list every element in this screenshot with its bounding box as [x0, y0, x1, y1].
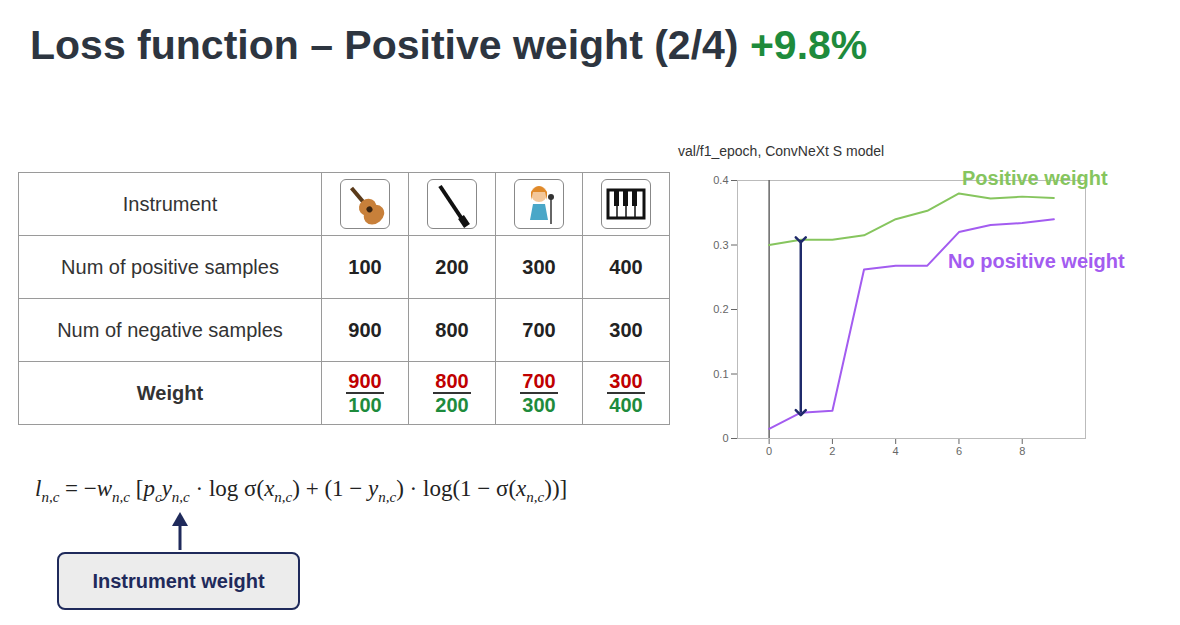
svg-text:8: 8	[1019, 445, 1025, 457]
html-text:No positive weight: No positive weight	[948, 250, 1125, 272]
html-text:Num of positive samples: Num of positive samples	[61, 255, 279, 278]
html-text:Instrument weight: Instrument weight	[92, 569, 265, 592]
html-text:100: 100	[348, 393, 382, 416]
html-text:400: 400	[609, 255, 643, 278]
html-text:val/f1_epoch, ConvNeXt S model: val/f1_epoch, ConvNeXt S model	[678, 143, 885, 159]
html-text:700: 700	[522, 369, 556, 392]
html-text:300: 300	[609, 369, 643, 392]
html-text:Positive weight: Positive weight	[962, 167, 1108, 189]
html-text:300: 300	[609, 318, 643, 341]
svg-text:4: 4	[893, 445, 899, 457]
html-text:900: 900	[348, 369, 382, 392]
html-text:Loss function – Positive weigh: Loss function – Positive weight (2/4) +9…	[30, 22, 868, 68]
html-text:900: 900	[348, 318, 382, 341]
svg-text:6: 6	[956, 445, 962, 457]
html-text:Weight: Weight	[136, 381, 204, 404]
html-text:100: 100	[348, 255, 382, 278]
svg-text:2: 2	[829, 445, 835, 457]
html-text:200: 200	[435, 393, 469, 416]
svg-text:0.2: 0.2	[713, 303, 728, 315]
svg-text:0.1: 0.1	[713, 368, 728, 380]
html-text:Num of negative samples: Num of negative samples	[57, 318, 283, 341]
svg-text:0.3: 0.3	[713, 239, 728, 251]
html-text:300: 300	[522, 393, 556, 416]
html-text:Instrument: Instrument	[122, 192, 218, 215]
html-text:200: 200	[435, 255, 469, 278]
html-text:300: 300	[522, 255, 556, 278]
svg-text:0: 0	[766, 445, 772, 457]
html-text:ln,c= − wn,c[pcyn,c· log σ(xn,: ln,c= − wn,c[pcyn,c· log σ(xn,c) + (1 − …	[35, 476, 568, 505]
svg-text:0: 0	[722, 432, 728, 444]
html-text:800: 800	[435, 369, 469, 392]
html-text:400: 400	[609, 393, 643, 416]
html-text:700: 700	[522, 318, 556, 341]
svg-text:0.4: 0.4	[713, 174, 728, 186]
html-text:800: 800	[435, 318, 469, 341]
